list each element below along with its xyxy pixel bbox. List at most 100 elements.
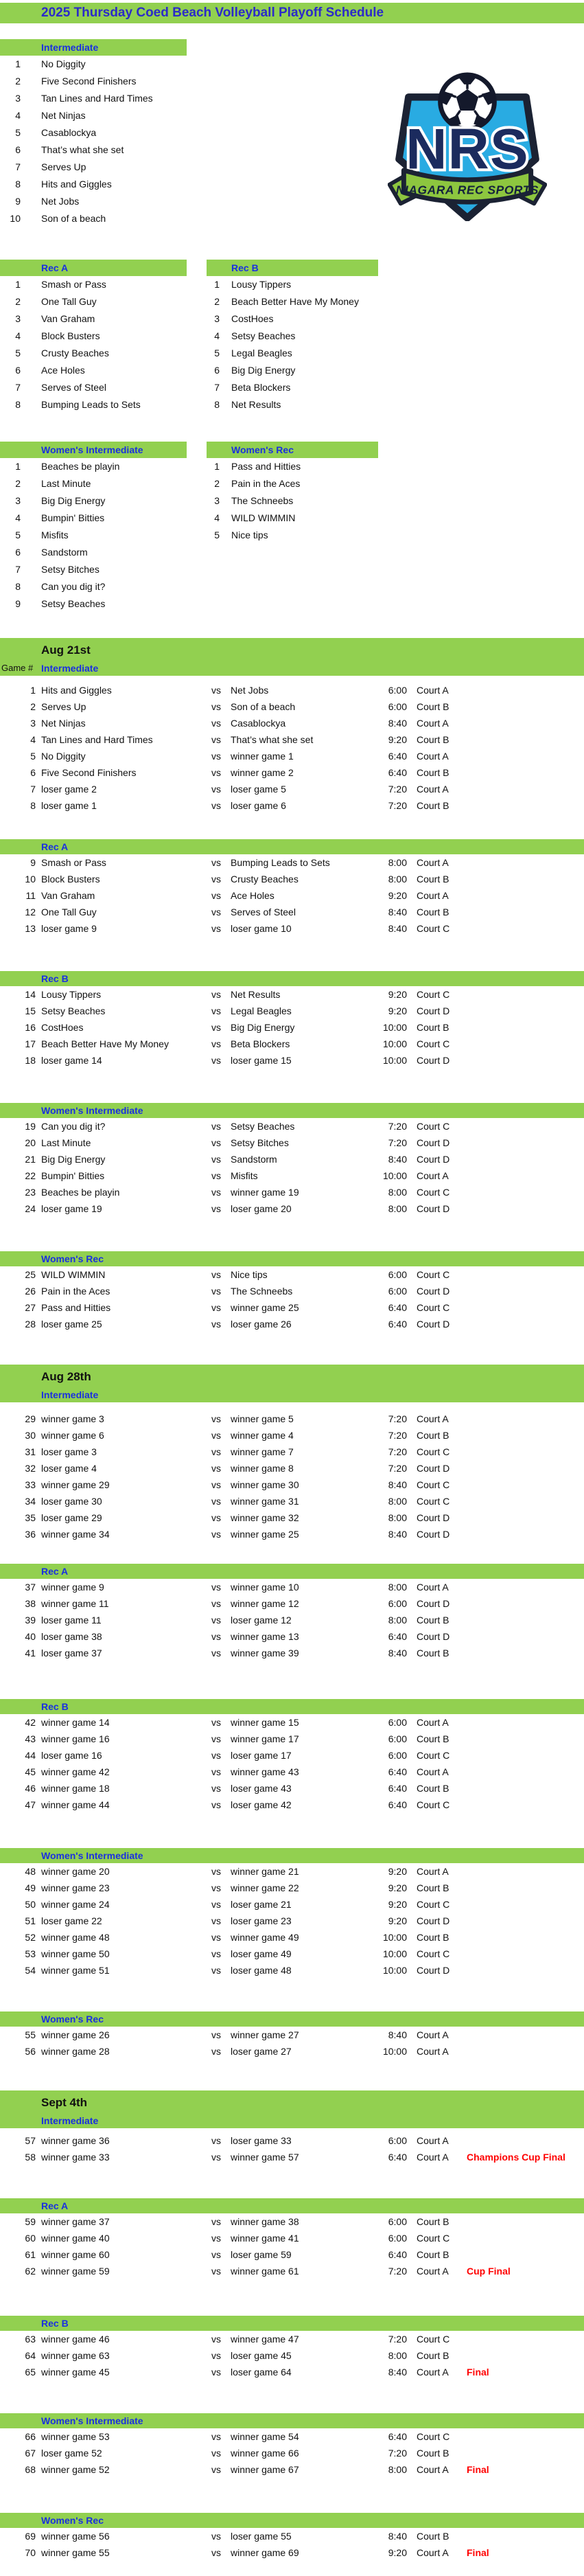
away-team: Sandstorm [231, 1154, 277, 1165]
team-number: 5 [15, 529, 21, 540]
game-court: Court A [417, 1413, 449, 1424]
home-team: Block Busters [41, 874, 100, 885]
home-team: Serves Up [41, 701, 86, 712]
game-time: 9:20 [388, 1882, 407, 1893]
vs-label: vs [211, 734, 221, 745]
game-number: 39 [25, 1615, 36, 1626]
game-row: 47 winner game 44 vs loser game 42 6:40 Court… [0, 1797, 584, 1813]
game-row: 31 loser game 3 vs winner game 7 7:20 Court C [0, 1444, 584, 1460]
away-team: winner game 12 [231, 1598, 299, 1609]
game-row: 64 winner game 63 vs loser game 45 8:00 Court… [0, 2347, 584, 2364]
home-team: Beaches be playin [41, 1187, 120, 1198]
game-court: Court C [417, 1269, 450, 1280]
game-court: Court D [417, 1055, 450, 1066]
logo-banner: NIAGARA REC SPORTS [396, 183, 539, 197]
game-court: Court B [417, 1783, 449, 1794]
game-row: 30 winner game 6 vs winner game 4 7:20 Court … [0, 1427, 584, 1444]
vs-label: vs [211, 1882, 221, 1893]
game-number: 12 [25, 907, 36, 917]
team-name: Net Ninjas [41, 110, 86, 121]
game-court: Court B [417, 1733, 449, 1744]
game-number: 30 [25, 1430, 36, 1441]
team-name: Five Second Finishers [41, 76, 137, 87]
game-number: 4 [30, 734, 36, 745]
game-time: 6:40 [388, 1319, 407, 1330]
away-team: Beta Blockers [231, 1038, 290, 1049]
home-team: winner game 55 [41, 2547, 110, 2558]
game-time: 10:00 [382, 1038, 407, 1049]
team-number: 4 [15, 110, 21, 121]
game-time: 10:00 [382, 1022, 407, 1033]
home-team: loser game 38 [41, 1631, 102, 1642]
game-row: 22 Bumpin' Bitties vs Misfits 10:00 Court A [0, 1167, 584, 1184]
home-team: Last Minute [41, 1137, 91, 1148]
roster-column-rec-b: Rec B 1 Lousy Tippers 2 Beach Better Have My… [207, 260, 378, 413]
away-team: loser game 33 [231, 2135, 292, 2146]
team-name: Serves Up [41, 161, 86, 172]
game-row: 49 winner game 23 vs winner game 22 9:20 Cour… [0, 1880, 584, 1896]
game-time: 9:20 [388, 2547, 407, 2558]
roster-row: 3 Tan Lines and Hard Times [0, 90, 187, 107]
day-date: Aug 28th [41, 1370, 91, 1383]
game-row: 46 winner game 18 vs loser game 43 6:40 Court… [0, 1780, 584, 1797]
away-team: winner game 39 [231, 1648, 299, 1659]
away-team: Nice tips [231, 1269, 268, 1280]
game-number: 49 [25, 1882, 36, 1893]
team-name: CostHoes [231, 313, 274, 324]
roster-row: 3 The Schneebs [207, 492, 378, 510]
game-court: Court A [417, 718, 449, 729]
team-name: One Tall Guy [41, 296, 97, 307]
game-number: 9 [30, 857, 36, 868]
roster-header-women-s-intermediate: Women's Intermediate [0, 442, 187, 458]
game-court: Court C [417, 1899, 450, 1910]
vs-label: vs [211, 784, 221, 795]
game-court: Court D [417, 1319, 450, 1330]
game-time: 9:20 [388, 989, 407, 1000]
away-team: loser game 49 [231, 1948, 292, 1959]
away-team: winner game 32 [231, 1512, 299, 1523]
game-time: 10:00 [382, 1965, 407, 1976]
vs-label: vs [211, 1799, 221, 1810]
home-team: winner game 50 [41, 1948, 110, 1959]
roster-row: 8 Bumping Leads to Sets [0, 396, 187, 413]
division-header-rec-a: Rec A [0, 839, 584, 854]
team-name: Ace Holes [41, 365, 85, 376]
game-court: Court B [417, 2350, 449, 2361]
game-number: 48 [25, 1866, 36, 1877]
game-row: 62 winner game 59 vs winner game 61 7:20 Cour… [0, 2263, 584, 2279]
away-team: loser game 27 [231, 2046, 292, 2057]
nrs-initials: NRS [406, 117, 528, 181]
away-team: winner game 38 [231, 2216, 299, 2227]
home-team: Hits and Giggles [41, 685, 112, 696]
game-number: 57 [25, 2135, 36, 2146]
division-header-women-s-intermediate: Women's Intermediate [0, 1103, 584, 1118]
team-number: 7 [15, 161, 21, 172]
roster-row: 3 Van Graham [0, 310, 187, 328]
away-team: winner game 67 [231, 2464, 299, 2475]
home-team: winner game 45 [41, 2367, 110, 2378]
vs-label: vs [211, 1022, 221, 1033]
game-row: 59 winner game 37 vs winner game 38 6:00 Cour… [0, 2213, 584, 2230]
game-row: 61 winner game 60 vs loser game 59 6:40 Court… [0, 2246, 584, 2263]
game-court: Court A [417, 2547, 449, 2558]
team-number: 6 [15, 144, 21, 155]
game-court: Court D [417, 1915, 450, 1926]
team-name: Bumping Leads to Sets [41, 399, 141, 410]
roster-row: 2 Beach Better Have My Money [207, 293, 378, 310]
game-time: 6:00 [388, 1286, 407, 1297]
roster-column-intermediate: Intermediate 1 No Diggity 2 Five Second Fini… [0, 39, 187, 227]
away-team: The Schneebs [231, 1286, 293, 1297]
away-team: winner game 10 [231, 1582, 299, 1593]
game-time: 9:20 [388, 1899, 407, 1910]
page-title: 2025 Thursday Coed Beach Volleyball Play… [0, 3, 584, 23]
away-team: Casablockya [231, 718, 286, 729]
home-team: winner game 14 [41, 1717, 110, 1728]
game-time: 6:00 [388, 2233, 407, 2244]
game-court: Court D [417, 1598, 450, 1609]
roster-row: 8 Can you dig it? [0, 578, 187, 595]
team-name: Sandstorm [41, 547, 88, 558]
game-court: Court B [417, 1430, 449, 1441]
division-header-rec-b: Rec B [0, 1699, 584, 1714]
game-row: 8 loser game 1 vs loser game 6 7:20 Court B [0, 797, 584, 814]
game-time: 7:20 [388, 1413, 407, 1424]
